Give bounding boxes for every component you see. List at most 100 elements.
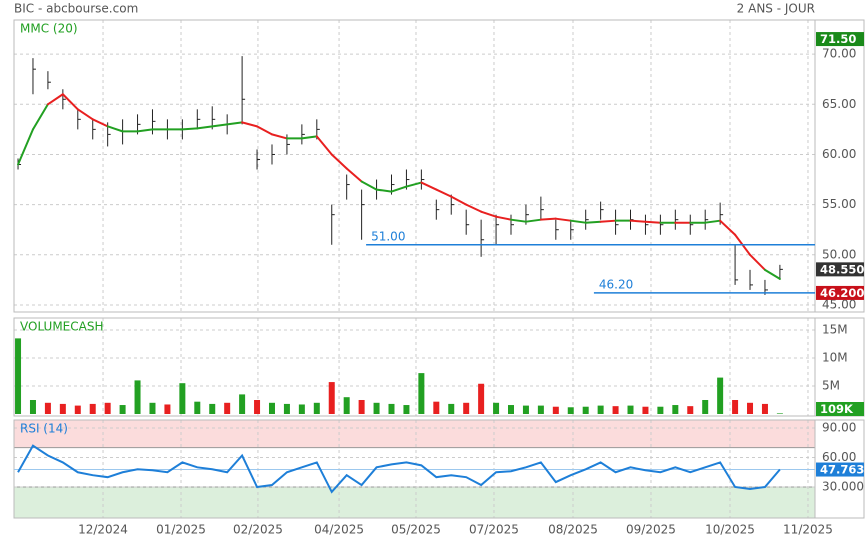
volume-bar xyxy=(403,405,410,414)
x-tick-label: 09/2025 xyxy=(626,523,676,537)
y-tick-label: 65.00 xyxy=(822,97,856,111)
moving-average xyxy=(420,181,438,191)
y-tick-label: 45.00 xyxy=(822,297,856,311)
y-tick-label: 5M xyxy=(822,378,840,392)
period: 2 ANS - JOUR xyxy=(737,2,815,16)
x-tick-label: 02/2025 xyxy=(233,523,283,537)
support-label: 51.00 xyxy=(371,229,405,243)
moving-average xyxy=(76,108,94,121)
oversold-zone xyxy=(14,487,815,518)
volume-bar xyxy=(508,405,515,414)
x-tick-label: 01/2025 xyxy=(156,523,206,537)
volume-bar xyxy=(776,413,783,414)
moving-average xyxy=(749,253,766,271)
legend-entry: MMC (20) xyxy=(20,22,78,36)
volume-bar xyxy=(59,403,66,414)
moving-average xyxy=(629,219,647,223)
volume-bar xyxy=(209,403,216,414)
volume-bar xyxy=(164,404,171,414)
x-tick-label: 08/2025 xyxy=(548,523,598,537)
moving-average xyxy=(554,217,572,222)
volume-bar xyxy=(283,403,290,414)
volume-bar xyxy=(119,405,126,414)
volume-bar xyxy=(761,403,768,414)
value-box-label: 71.50 xyxy=(820,32,856,46)
volume-bar xyxy=(597,405,604,414)
moving-average xyxy=(704,219,722,224)
volume-bar xyxy=(522,405,529,414)
moving-average xyxy=(405,181,423,188)
volume-bar xyxy=(433,401,440,414)
moving-average xyxy=(390,185,408,193)
x-tick-label: 04/2025 xyxy=(314,523,364,537)
volume-bar xyxy=(194,401,201,414)
volume-bar xyxy=(657,406,664,414)
volume-bar xyxy=(582,406,589,414)
volume-bar xyxy=(328,382,335,414)
legend-entry: RSI (14) xyxy=(20,422,68,436)
volume-bar xyxy=(717,377,724,414)
volume-bar xyxy=(313,402,320,414)
volume-bar xyxy=(732,399,739,414)
panel-frame xyxy=(13,317,865,417)
y-tick-label: 55.00 xyxy=(822,197,856,211)
moving-average xyxy=(181,127,199,131)
volume-bar xyxy=(89,403,96,414)
volume-bar xyxy=(388,403,395,414)
overbought-zone xyxy=(14,420,815,448)
volume-bar xyxy=(104,402,111,414)
volume-bar xyxy=(373,402,380,414)
y-tick-label: 15M xyxy=(822,322,848,336)
volume-bar xyxy=(29,399,36,414)
volume-bar xyxy=(612,406,619,414)
moving-average xyxy=(495,215,513,221)
volume-bar xyxy=(224,402,231,414)
moving-average xyxy=(91,118,109,128)
rsi-line xyxy=(17,444,781,494)
volume-bar xyxy=(15,338,22,414)
moving-average xyxy=(539,217,557,221)
volume-bar xyxy=(179,383,186,414)
y-tick-label: 90.00 xyxy=(822,420,856,434)
moving-average xyxy=(136,128,154,133)
volume-bar xyxy=(567,407,574,414)
moving-average xyxy=(599,219,617,223)
volume-bar xyxy=(418,373,425,414)
volume-bar xyxy=(463,402,470,414)
moving-average xyxy=(375,188,393,193)
volume-bar xyxy=(702,399,709,414)
moving-average xyxy=(763,268,781,280)
volume-bar xyxy=(493,402,500,414)
value-box-label: 109K xyxy=(820,402,854,416)
legend-entry: VOLUMECASH xyxy=(20,320,103,334)
moving-average xyxy=(524,218,542,223)
support-label: 46.20 xyxy=(599,277,633,291)
panel-frame xyxy=(13,19,865,313)
moving-average xyxy=(17,128,34,166)
value-box-label: 47.763 xyxy=(820,463,864,477)
moving-average xyxy=(300,135,318,140)
x-tick-label: 05/2025 xyxy=(391,523,441,537)
source: BIC - abcbourse.com xyxy=(14,2,138,16)
moving-average xyxy=(569,219,587,224)
y-tick-label: 50.00 xyxy=(822,247,856,261)
volume-bar xyxy=(627,405,634,414)
moving-average xyxy=(584,220,602,224)
volume-bar xyxy=(239,394,246,414)
y-tick-label: 70.00 xyxy=(822,47,856,61)
volume-bar xyxy=(298,404,305,414)
moving-average xyxy=(241,121,259,128)
moving-average xyxy=(644,220,662,224)
moving-average xyxy=(31,103,49,131)
moving-average xyxy=(211,123,229,128)
y-tick-label: 60.00 xyxy=(822,450,856,464)
value-box xyxy=(816,262,864,277)
volume-bar xyxy=(687,406,694,414)
volume-bar xyxy=(134,380,141,414)
value-box xyxy=(816,32,864,47)
moving-average xyxy=(330,153,348,170)
volume-bar xyxy=(343,397,350,414)
moving-average xyxy=(510,218,527,223)
moving-average xyxy=(46,93,64,106)
value-box-label: 46.200 xyxy=(820,286,864,300)
